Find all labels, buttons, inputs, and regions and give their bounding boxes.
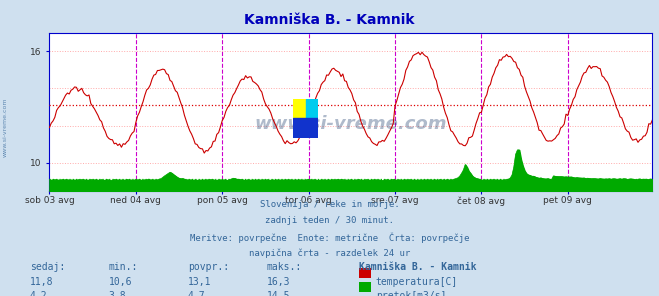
Text: 10,6: 10,6 <box>109 277 132 287</box>
Text: www.si-vreme.com: www.si-vreme.com <box>254 115 447 133</box>
Text: min.:: min.: <box>109 262 138 272</box>
Text: Kamniška B. - Kamnik: Kamniška B. - Kamnik <box>244 13 415 27</box>
Text: Slovenija / reke in morje.: Slovenija / reke in morje. <box>260 200 399 209</box>
Text: 4,7: 4,7 <box>188 291 206 296</box>
Bar <box>293 99 306 118</box>
Text: 3,8: 3,8 <box>109 291 127 296</box>
Text: 16,3: 16,3 <box>267 277 291 287</box>
Text: zadnji teden / 30 minut.: zadnji teden / 30 minut. <box>265 216 394 225</box>
Text: Meritve: povrpečne  Enote: metrične  Črta: povrpečje: Meritve: povrpečne Enote: metrične Črta:… <box>190 232 469 243</box>
Text: www.si-vreme.com: www.si-vreme.com <box>3 97 8 157</box>
Text: sedaj:: sedaj: <box>30 262 65 272</box>
Bar <box>293 118 318 138</box>
Text: 4,2: 4,2 <box>30 291 47 296</box>
Text: navpična črta - razdelek 24 ur: navpična črta - razdelek 24 ur <box>249 249 410 258</box>
Text: povpr.:: povpr.: <box>188 262 229 272</box>
Text: 14,5: 14,5 <box>267 291 291 296</box>
Bar <box>306 99 318 118</box>
Text: temperatura[C]: temperatura[C] <box>376 277 458 287</box>
Text: Kamniška B. - Kamnik: Kamniška B. - Kamnik <box>359 262 476 272</box>
Text: maks.:: maks.: <box>267 262 302 272</box>
Text: pretok[m3/s]: pretok[m3/s] <box>376 291 446 296</box>
Text: 11,8: 11,8 <box>30 277 53 287</box>
Text: 13,1: 13,1 <box>188 277 212 287</box>
